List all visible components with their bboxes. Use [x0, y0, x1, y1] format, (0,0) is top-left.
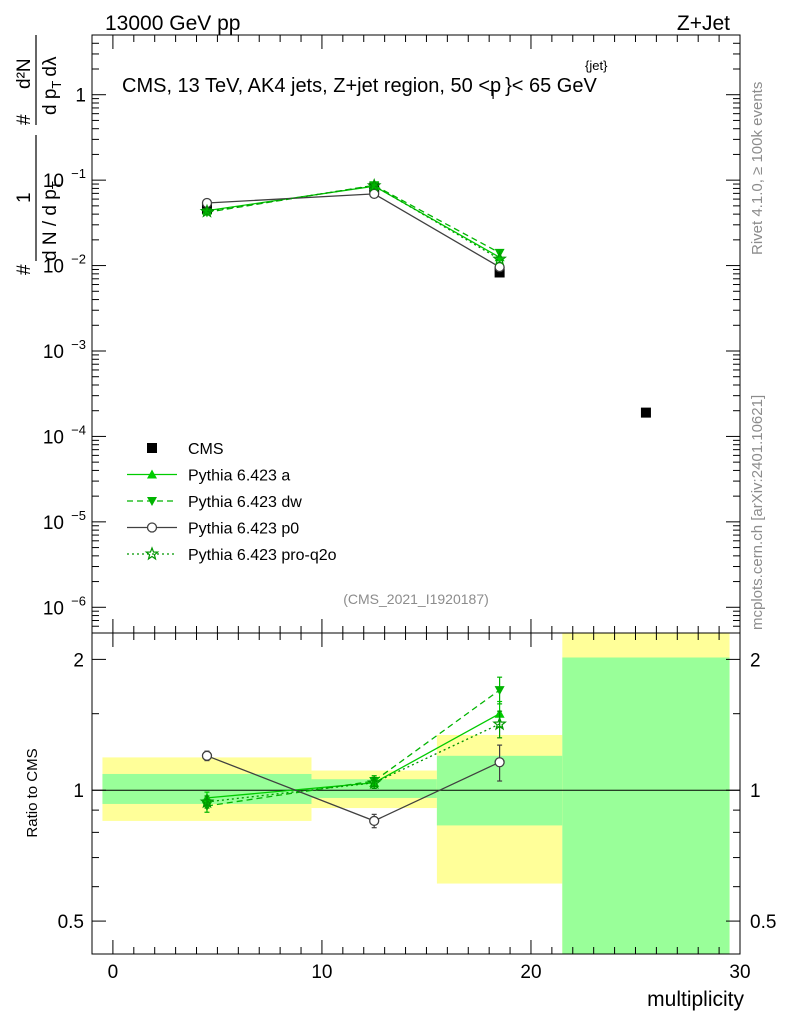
ylabel-denominator: d N / d pT: [40, 181, 64, 261]
legend-label: Pythia 6.423 dw: [188, 494, 302, 511]
ylabel-hash-1: #: [14, 264, 35, 275]
main-ytick-exponent: −5: [71, 508, 86, 523]
legend-label: Pythia 6.423 p0: [188, 521, 299, 538]
legend-entry: Pythia 6.423 dw: [127, 494, 302, 511]
rivet-label: Rivet 4.1.0, ≥ 100k events: [749, 82, 766, 255]
x-tick-label: 0: [108, 962, 119, 983]
series-line: [206, 185, 500, 258]
legend-entry: Pythia 6.423 p0: [127, 521, 299, 538]
data-point: [201, 208, 212, 218]
legend-entry: Pythia 6.423 a: [127, 468, 290, 485]
data-point: [201, 197, 213, 209]
chart-title-sub: T: [489, 87, 497, 102]
ratio-ytick-label-right: 2: [750, 650, 761, 671]
chart-title-main: CMS, 13 TeV, AK4 jets, Z+jet region, 50 …: [122, 75, 501, 97]
ratio-ytick-label-right: 1: [750, 781, 761, 802]
ylabel-denominator-2: d pTdλ: [40, 56, 64, 115]
ratio-series-2: [201, 744, 505, 829]
main-ytick-exponent: −3: [71, 337, 86, 352]
x-axis-label: multiplicity: [647, 988, 744, 1011]
x-tick-label: 30: [729, 962, 750, 983]
legend-marker: [146, 522, 158, 533]
main-ytick-label: 10: [43, 427, 64, 448]
main-ytick-exponent: −4: [71, 422, 86, 437]
ratio-frame: [91, 632, 741, 955]
header-right: Z+Jet: [677, 12, 730, 35]
x-tick-label: 20: [520, 962, 541, 983]
ratio-point: [494, 757, 505, 768]
legend-label: Pythia 6.423 a: [188, 468, 290, 485]
ratio-point: [366, 775, 382, 790]
analysis-tag: (CMS_2021_I1920187): [343, 591, 489, 607]
series-2: [201, 181, 505, 258]
ratio-point: [492, 716, 507, 731]
ylabel-one: 1: [14, 192, 35, 203]
legend-entry: CMS: [147, 441, 224, 458]
main-ytick-exponent: −2: [71, 252, 86, 267]
header-left: 13000 GeV pp: [105, 12, 240, 35]
series-3: [201, 188, 505, 273]
main-ytick-label: 10: [43, 598, 64, 619]
chart-title-sup: {jet}: [585, 58, 608, 73]
legend-marker: [147, 497, 157, 506]
data-point: [199, 203, 215, 218]
ratio-plot: 0.5 0.5 1 1 2 2 0 10 20 30 Ratio to CMS multipli…: [24, 632, 776, 1011]
chart-title: CMS, 13 TeV, AK4 jets, Z+jet region, 50 …: [122, 75, 597, 102]
ratio-series-line: [206, 723, 500, 803]
main-ylabel: # 1 d N / d pT # d²N d pTdλ: [14, 35, 64, 275]
series-line: [206, 185, 500, 260]
ratio-ylabel: Ratio to CMS: [24, 748, 41, 837]
legend-marker: [144, 546, 160, 561]
ratio-ytick-label: 1: [73, 781, 84, 802]
series-line: [206, 184, 500, 254]
data-point: [494, 261, 505, 273]
data-point: [369, 188, 380, 200]
main-ytick-exponent: −1: [71, 166, 86, 181]
ratio-band-inner: [562, 657, 730, 954]
data-point: [640, 407, 651, 418]
ratio-point: [369, 815, 380, 827]
ylabel-hash-2: #: [14, 114, 35, 125]
legend: CMS Pythia 6.423 a Pythia 6.423 dw Pythia 6…: [127, 441, 337, 564]
data-point: [492, 251, 507, 266]
data-point: [366, 177, 382, 193]
ratio-ytick-label: 0.5: [58, 912, 84, 933]
legend-label: Pythia 6.423 pro-q2o: [188, 547, 337, 564]
data-point: [494, 267, 505, 278]
x-tick-label: 10: [311, 962, 332, 983]
ratio-ytick-label: 2: [73, 650, 84, 671]
main-frame: [91, 34, 741, 634]
main-plot: 1 10 −1 10 −2 10 −3 10 −4 10 −5 10 −6 CMS, 13 TeV, A…: [14, 34, 741, 634]
series-4: [199, 177, 507, 266]
legend-marker: [147, 469, 157, 479]
main-ytick-exponent: −6: [71, 593, 86, 608]
series-1: [201, 181, 505, 262]
chart-title-tail: }< 65 GeV: [505, 75, 597, 97]
series-0: [201, 182, 651, 418]
ratio-series-line: [206, 689, 500, 807]
main-ytick-label: 10: [43, 257, 64, 278]
ratio-point: [201, 750, 213, 761]
ratio-point: [494, 686, 505, 696]
ratio-point: [199, 794, 215, 809]
main-ytick-label: 10: [43, 513, 64, 534]
main-ytick-label: 1: [75, 86, 86, 107]
legend-marker: [147, 443, 157, 453]
ratio-ytick-label-right: 0.5: [750, 912, 776, 933]
mcplots-label: mcplots.cern.ch [arXiv:2401.10621]: [749, 395, 766, 630]
legend-label: CMS: [188, 441, 224, 458]
ratio-series-3: [199, 710, 507, 809]
ylabel-numerator: d²N: [14, 58, 35, 89]
main-ytick-label: 10: [43, 342, 64, 363]
legend-entry: Pythia 6.423 pro-q2o: [127, 546, 337, 564]
main-ytick-label: 10: [43, 171, 64, 192]
